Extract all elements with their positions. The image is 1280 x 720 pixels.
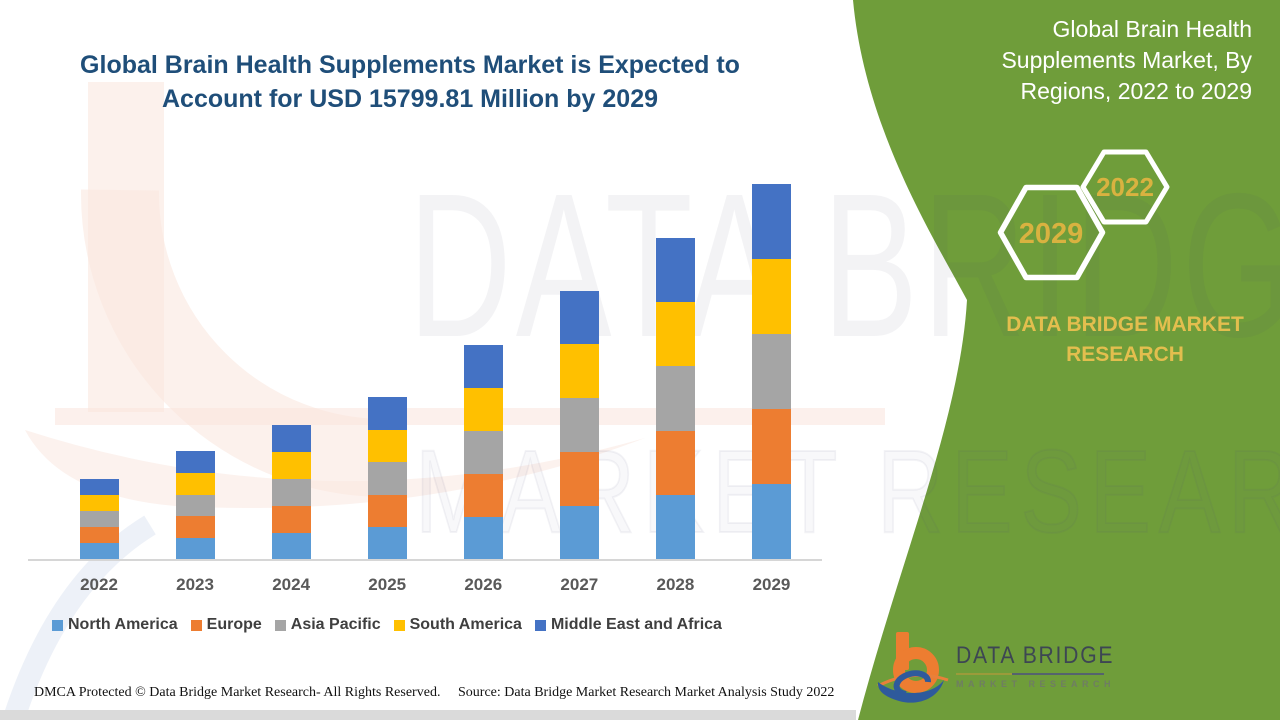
bar-2028-asia-pacific (655, 366, 695, 431)
legend-swatch-north-america (52, 619, 63, 631)
bar-2025-north-america (367, 527, 407, 560)
chart-title: Global Brain Health Supplements Market i… (80, 51, 740, 113)
bar-2026-south-america (463, 387, 503, 431)
chart-legend: North America Europe Asia Pacific South Ame… (52, 616, 722, 634)
hexagon-badges: 2022 2029 (997, 149, 1170, 281)
logo-blue-swoosh (877, 680, 944, 703)
bar-2026-middle-east-and-africa (463, 344, 503, 388)
bar-2028-south-america (655, 301, 695, 367)
bar-2022-north-america (79, 543, 119, 560)
bar-2025-middle-east-and-africa (367, 397, 407, 430)
bar-2022-middle-east-and-africa (79, 478, 119, 495)
x-axis-label-2029: 2029 (752, 575, 791, 594)
footer-dmca-text: DMCA Protected © Data Bridge Market Rese… (34, 685, 441, 700)
side-panel-shape (853, 0, 1280, 720)
bar-2025-asia-pacific (367, 462, 407, 495)
hexagon-2022-icon (1080, 149, 1170, 225)
bar-2027-south-america (559, 344, 599, 399)
bar-2029-middle-east-and-africa (751, 183, 791, 259)
legend-label-north-america: North America (68, 616, 178, 633)
logo-rule (956, 673, 1104, 675)
bar-2024-north-america (271, 532, 311, 560)
bar-2025-europe (367, 494, 407, 528)
logo-subtitle: MARKET RESEARCH (956, 679, 1116, 689)
bar-2023-north-america (175, 537, 215, 560)
data-bridge-logo-icon (877, 632, 949, 703)
legend-item-north-america: North America (52, 616, 178, 634)
brand-text: DATA BRIDGE MARKET RESEARCH (1006, 313, 1244, 366)
bar-2024-south-america (271, 451, 311, 479)
legend-swatch-middle-east-and-africa (534, 619, 546, 631)
x-axis-label-2025: 2025 (368, 575, 407, 594)
x-axis-label-2026: 2026 (464, 575, 503, 594)
bar-2023-middle-east-and-africa (175, 451, 215, 474)
legend-swatch-asia-pacific (274, 619, 286, 631)
bar-2028-north-america (655, 495, 695, 560)
data-bridge-logo: DATA BRIDGE MARKET RESEARCH (876, 628, 1136, 706)
bar-2028-europe (655, 430, 695, 496)
legend-label-south-america: South America (409, 616, 522, 633)
bar-2023-europe (175, 516, 215, 538)
hexagon-2022-label: 2022 (1096, 172, 1154, 202)
hexagon-2029-icon (997, 184, 1106, 281)
x-axis-label-2024: 2024 (272, 575, 311, 594)
bar-2023-south-america (175, 473, 215, 495)
bar-2029-asia-pacific (751, 333, 791, 410)
bar-2024-middle-east-and-africa (271, 424, 311, 452)
legend-swatch-europe (190, 619, 202, 631)
x-axis-label-2027: 2027 (560, 575, 599, 594)
legend-label-asia-pacific: Asia Pacific (290, 616, 381, 633)
bar-2022-south-america (79, 494, 119, 511)
x-axis-line (28, 559, 822, 561)
side-panel-heading: Global Brain Health Supplements Market, … (1001, 16, 1252, 104)
bar-2029-europe (751, 409, 791, 485)
legend-item-middle-east-and-africa: Middle East and Africa (534, 616, 722, 634)
hexagon-2029-label: 2029 (1019, 218, 1084, 250)
bar-2022-europe (79, 527, 119, 544)
x-axis-label-2028: 2028 (656, 575, 695, 594)
x-axis-label-2023: 2023 (176, 575, 214, 594)
bar-2026-north-america (463, 516, 503, 560)
bar-2026-asia-pacific (463, 430, 503, 474)
legend-swatch-south-america (393, 619, 405, 631)
footer-source-text: Source: Data Bridge Market Research Mark… (458, 685, 835, 700)
logo-name: DATA BRIDGE (956, 642, 1115, 669)
logo-b-bowl (893, 647, 939, 693)
bar-2029-south-america (751, 258, 791, 334)
bar-2027-asia-pacific (559, 398, 599, 452)
bar-2027-middle-east-and-africa (559, 290, 599, 345)
bar-2023-asia-pacific (175, 494, 215, 517)
legend-item-asia-pacific: Asia Pacific (274, 616, 381, 634)
bar-2024-europe (271, 505, 311, 533)
legend-label-europe: Europe (206, 616, 262, 633)
legend-item-south-america: South America (393, 616, 522, 634)
bottom-strip (0, 710, 856, 720)
legend-label-middle-east-and-africa: Middle East and Africa (550, 616, 722, 633)
bar-2024-asia-pacific (271, 478, 311, 506)
logo-blue-d (893, 670, 931, 697)
legend-item-europe: Europe (190, 616, 262, 634)
bar-2025-south-america (367, 429, 407, 463)
bar-2027-europe (559, 451, 599, 506)
bar-2028-middle-east-and-africa (655, 237, 695, 302)
logo-text-block: DATA BRIDGE MARKET RESEARCH (956, 642, 1136, 689)
x-axis-label-2022: 2022 (80, 575, 118, 594)
bar-2029-north-america (751, 484, 791, 560)
bar-2027-north-america (559, 505, 599, 560)
bar-2026-europe (463, 473, 503, 517)
bar-2022-asia-pacific (79, 510, 119, 528)
